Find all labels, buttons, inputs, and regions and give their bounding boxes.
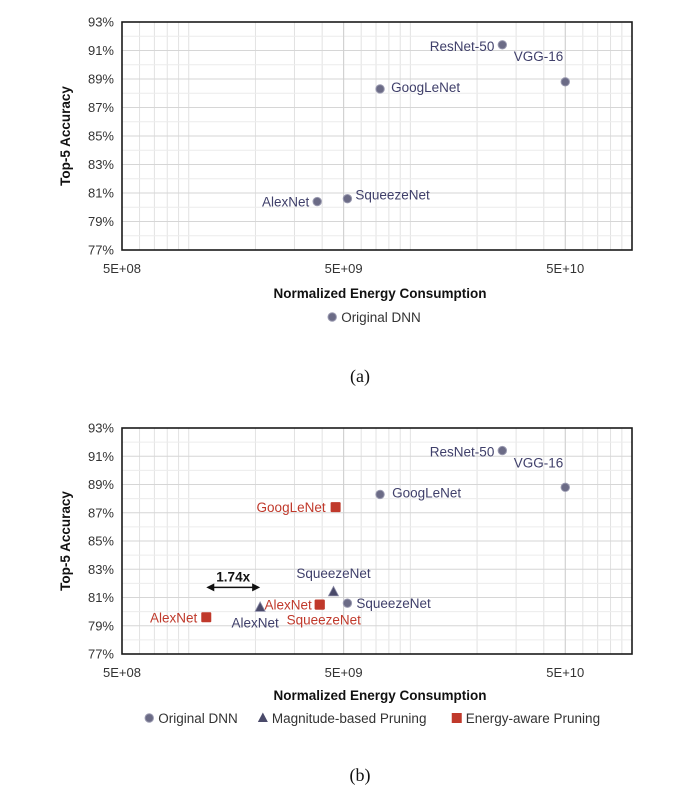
energy-aware-pruning-googlenet-point bbox=[330, 502, 341, 513]
x-tick-label: 5E+08 bbox=[103, 665, 141, 680]
original-dnn-resnet-50-label: ResNet-50 bbox=[430, 445, 495, 460]
original-dnn-googlenet-label: GoogLeNet bbox=[392, 485, 461, 500]
y-tick-label: 93% bbox=[88, 15, 114, 30]
x-tick-label: 5E+09 bbox=[325, 665, 363, 680]
y-tick-label: 77% bbox=[88, 243, 114, 258]
energy-aware-pruning-googlenet-label: GoogLeNet bbox=[257, 500, 326, 515]
y-tick-label: 83% bbox=[88, 157, 114, 172]
legend-marker-energy-aware-pruning bbox=[451, 713, 462, 723]
original-dnn-resnet-50-point bbox=[497, 40, 508, 50]
original-dnn-vgg-16-label: VGG-16 bbox=[514, 455, 564, 470]
original-dnn-googlenet-point bbox=[375, 84, 385, 94]
y-tick-label: 85% bbox=[88, 129, 114, 144]
original-dnn-resnet-50-label: ResNet-50 bbox=[430, 39, 495, 54]
y-tick-label: 87% bbox=[88, 100, 114, 115]
original-dnn-vgg-16-point bbox=[560, 482, 570, 493]
original-dnn-squeezenet-label: SqueezeNet bbox=[356, 596, 431, 611]
annotation: 1.74x bbox=[206, 569, 261, 592]
legend: Original DNN Magnitude-based Pruning Energ… bbox=[144, 711, 600, 726]
annotation-label: 1.74x bbox=[216, 569, 250, 584]
y-tick-label: 83% bbox=[88, 562, 114, 577]
y-tick-label: 93% bbox=[88, 421, 114, 436]
y-axis-title: Top-5 Accuracy bbox=[58, 86, 73, 186]
original-dnn-alexnet-point bbox=[312, 196, 322, 207]
x-tick-label: 5E+08 bbox=[103, 261, 141, 276]
annotation-arrowhead-left bbox=[206, 583, 215, 592]
y-tick-label: 81% bbox=[88, 590, 114, 605]
x-tick-label: 5E+10 bbox=[546, 261, 584, 276]
original-dnn-squeezenet-point bbox=[342, 598, 353, 608]
y-tick-label: 79% bbox=[88, 618, 114, 633]
y-tick-label: 85% bbox=[88, 534, 114, 549]
original-dnn-squeezenet-point bbox=[342, 194, 353, 204]
legend-label-original-dnn: Original DNN bbox=[341, 310, 421, 325]
x-axis-title: Normalized Energy Consumption bbox=[273, 286, 486, 301]
y-tick-label: 87% bbox=[88, 505, 114, 520]
plot-frame bbox=[121, 427, 633, 655]
energy-aware-pruning-squeezenet-label: SqueezeNet bbox=[287, 613, 362, 628]
chart-a: 77% 79% 81% 83% 85% 87% 89% 91% 93% 5E+08 5E+09 5E… bbox=[58, 15, 633, 387]
magnitude-based-pruning-squeezenet-label: SqueezeNet bbox=[296, 566, 371, 581]
y-tick-label: 79% bbox=[88, 214, 114, 229]
legend-marker-original-dnn bbox=[144, 713, 154, 723]
y-tick-label: 81% bbox=[88, 186, 114, 201]
original-dnn-vgg-16-label: VGG-16 bbox=[514, 49, 564, 64]
energy-aware-pruning-squeezenet-point bbox=[314, 599, 325, 610]
legend-label-original-dnn: Original DNN bbox=[158, 711, 238, 726]
legend-marker-original-dnn bbox=[327, 312, 337, 322]
original-dnn-googlenet-label: GoogLeNet bbox=[391, 80, 460, 95]
legend-label-energy-aware-pruning: Energy-aware Pruning bbox=[466, 711, 600, 726]
y-tick-label: 91% bbox=[88, 449, 114, 464]
x-axis-title: Normalized Energy Consumption bbox=[273, 688, 486, 703]
y-tick-label: 89% bbox=[88, 72, 114, 87]
original-dnn-googlenet-point bbox=[375, 489, 385, 500]
y-axis-title: Top-5 Accuracy bbox=[58, 491, 73, 591]
original-dnn-vgg-16-point bbox=[560, 77, 570, 87]
annotation-arrowhead-right bbox=[252, 583, 261, 592]
y-tick-label: 91% bbox=[88, 43, 114, 58]
energy-aware-pruning-alexnet-label: AlexNet bbox=[264, 598, 312, 613]
original-dnn-resnet-50-point bbox=[497, 445, 508, 456]
chart-b: 77% 79% 81% 83% 85% 87% 89% 91% 93% 5E+08 5E+09 5E… bbox=[58, 421, 633, 786]
legend-marker-magnitude-based-pruning bbox=[257, 712, 268, 722]
x-tick-label: 5E+09 bbox=[325, 261, 363, 276]
magnitude-based-pruning-alexnet-label: AlexNet bbox=[231, 615, 279, 630]
legend: Original DNN bbox=[327, 310, 421, 325]
magnitude-based-pruning-squeezenet-point bbox=[327, 585, 340, 597]
plot-frame bbox=[121, 21, 633, 251]
legend-label-magnitude-based-pruning: Magnitude-based Pruning bbox=[272, 711, 427, 726]
magnitude-based-pruning-alexnet-point bbox=[254, 601, 266, 612]
y-tick-label: 77% bbox=[88, 647, 114, 662]
panel-caption: (a) bbox=[350, 366, 370, 387]
y-tick-label: 89% bbox=[88, 477, 114, 492]
x-tick-label: 5E+10 bbox=[546, 665, 584, 680]
panel-caption: (b) bbox=[350, 765, 371, 786]
energy-aware-pruning-alexnet-point bbox=[201, 612, 212, 623]
original-dnn-squeezenet-label: SqueezeNet bbox=[355, 188, 430, 203]
original-dnn-alexnet-label: AlexNet bbox=[262, 195, 310, 210]
energy-aware-pruning-alexnet-label: AlexNet bbox=[150, 610, 198, 625]
